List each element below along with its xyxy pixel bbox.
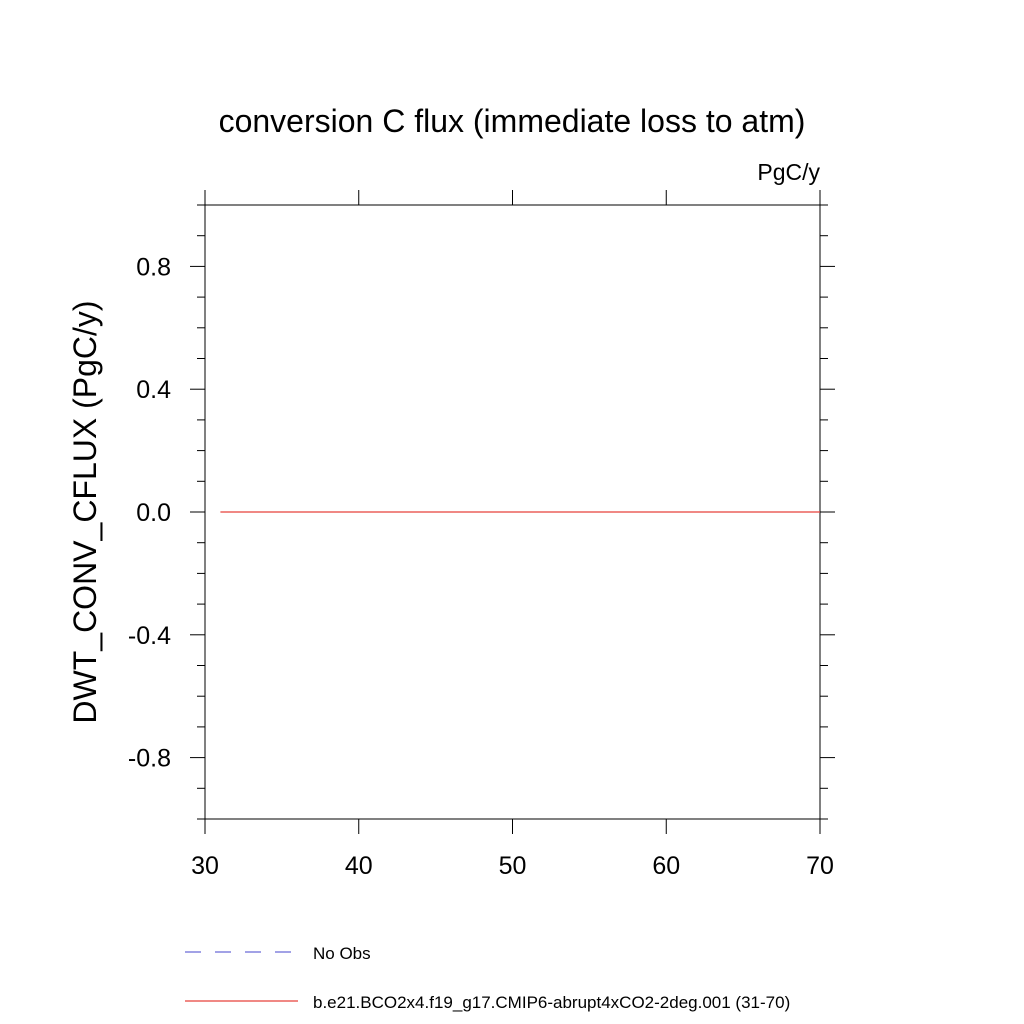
x-tick-label: 70 <box>806 852 834 880</box>
units-label: PgC/y <box>757 159 820 185</box>
y-tick-label: 0.4 <box>136 376 171 404</box>
x-tick-label: 40 <box>345 852 373 880</box>
legend: No Obs b.e21.BCO2x4.f19_g17.CMIP6-abrupt4… <box>185 944 790 1012</box>
x-tick-label: 60 <box>652 852 680 880</box>
x-axis: 30 40 50 60 70 <box>191 190 834 880</box>
y-tick-label: 0.0 <box>136 499 171 527</box>
y-tick-label: 0.8 <box>136 253 171 281</box>
y-axis-label: DWT_CONV_CFLUX (PgC/y) <box>67 300 103 723</box>
minor-ticks <box>197 204 828 820</box>
legend-label-1: No Obs <box>313 944 371 963</box>
x-tick-label: 50 <box>499 852 527 880</box>
y-tick-label: -0.8 <box>128 745 171 773</box>
chart-title: conversion C flux (immediate loss to atm… <box>219 103 806 139</box>
legend-label-2: b.e21.BCO2x4.f19_g17.CMIP6-abrupt4xCO2-2… <box>313 993 790 1012</box>
y-axis: -0.8 -0.4 0.0 0.4 0.8 <box>128 253 835 773</box>
y-tick-label: -0.4 <box>128 622 171 650</box>
x-tick-label: 30 <box>191 852 219 880</box>
